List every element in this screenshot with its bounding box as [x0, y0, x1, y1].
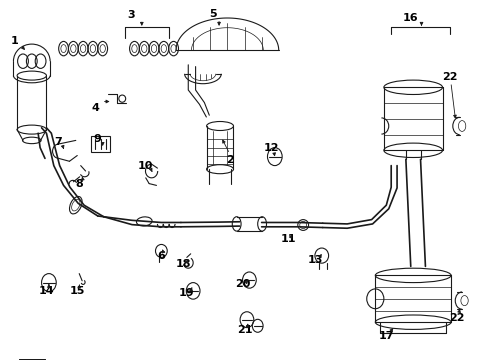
Text: 8: 8 [76, 179, 83, 189]
Text: 21: 21 [236, 325, 252, 336]
Text: 22: 22 [441, 72, 457, 82]
Text: 16: 16 [402, 13, 418, 23]
Text: 12: 12 [263, 143, 279, 153]
Text: 7: 7 [54, 137, 61, 147]
Text: 20: 20 [234, 279, 250, 289]
Text: 19: 19 [179, 288, 194, 298]
Text: 9: 9 [94, 134, 102, 144]
Text: 22: 22 [448, 312, 464, 323]
Text: 13: 13 [307, 255, 323, 265]
Text: 5: 5 [208, 9, 216, 19]
Text: 11: 11 [280, 234, 296, 244]
Text: 17: 17 [378, 330, 393, 341]
Text: 6: 6 [157, 251, 165, 261]
Text: 15: 15 [69, 286, 85, 296]
Bar [91, 136, 109, 152]
Text: 4: 4 [91, 103, 99, 113]
Text: 14: 14 [39, 286, 54, 296]
Text: 18: 18 [175, 258, 191, 269]
Text: 3: 3 [127, 10, 135, 20]
Text: 1: 1 [11, 36, 19, 46]
Text: 2: 2 [225, 155, 233, 165]
Text: 10: 10 [137, 161, 153, 171]
